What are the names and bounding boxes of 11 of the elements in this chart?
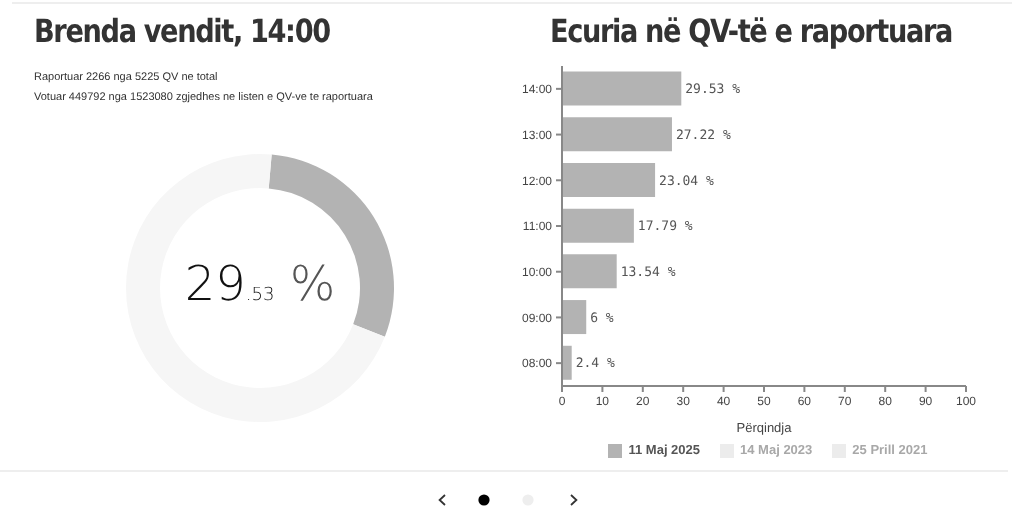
donut-slice — [126, 154, 385, 422]
bar — [562, 117, 672, 152]
bar — [562, 254, 617, 289]
chart-title: Brenda vendit, 14:00 — [34, 12, 330, 50]
bar — [562, 162, 656, 197]
bar — [562, 345, 572, 380]
bar — [562, 300, 587, 335]
bar — [562, 208, 634, 243]
chart-title: Ecuria në QV-të e raportuara — [550, 12, 952, 50]
text: 29.53 % — [184, 256, 336, 312]
bar — [562, 71, 682, 106]
